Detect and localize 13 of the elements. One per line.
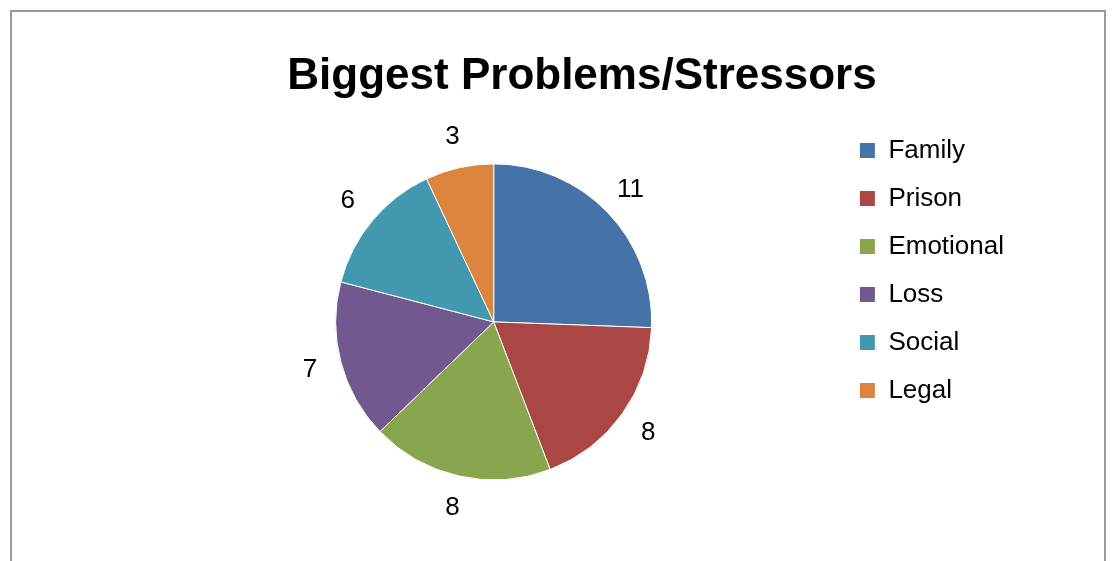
legend-label: Family — [888, 133, 965, 164]
data-label: 11 — [616, 173, 644, 204]
data-label: 8 — [445, 490, 460, 521]
data-label: 8 — [640, 415, 656, 446]
legend-label: Prison — [888, 181, 963, 212]
data-label: 6 — [340, 183, 355, 214]
legend-label: Loss — [888, 277, 944, 308]
legend-label: Emotional — [888, 229, 1005, 260]
chart-title: Biggest Problems/Stressors — [287, 48, 877, 98]
legend-label: Social — [888, 325, 960, 356]
legend-label: Legal — [888, 373, 953, 404]
data-label: 7 — [302, 353, 318, 384]
data-label: 3 — [445, 119, 460, 150]
